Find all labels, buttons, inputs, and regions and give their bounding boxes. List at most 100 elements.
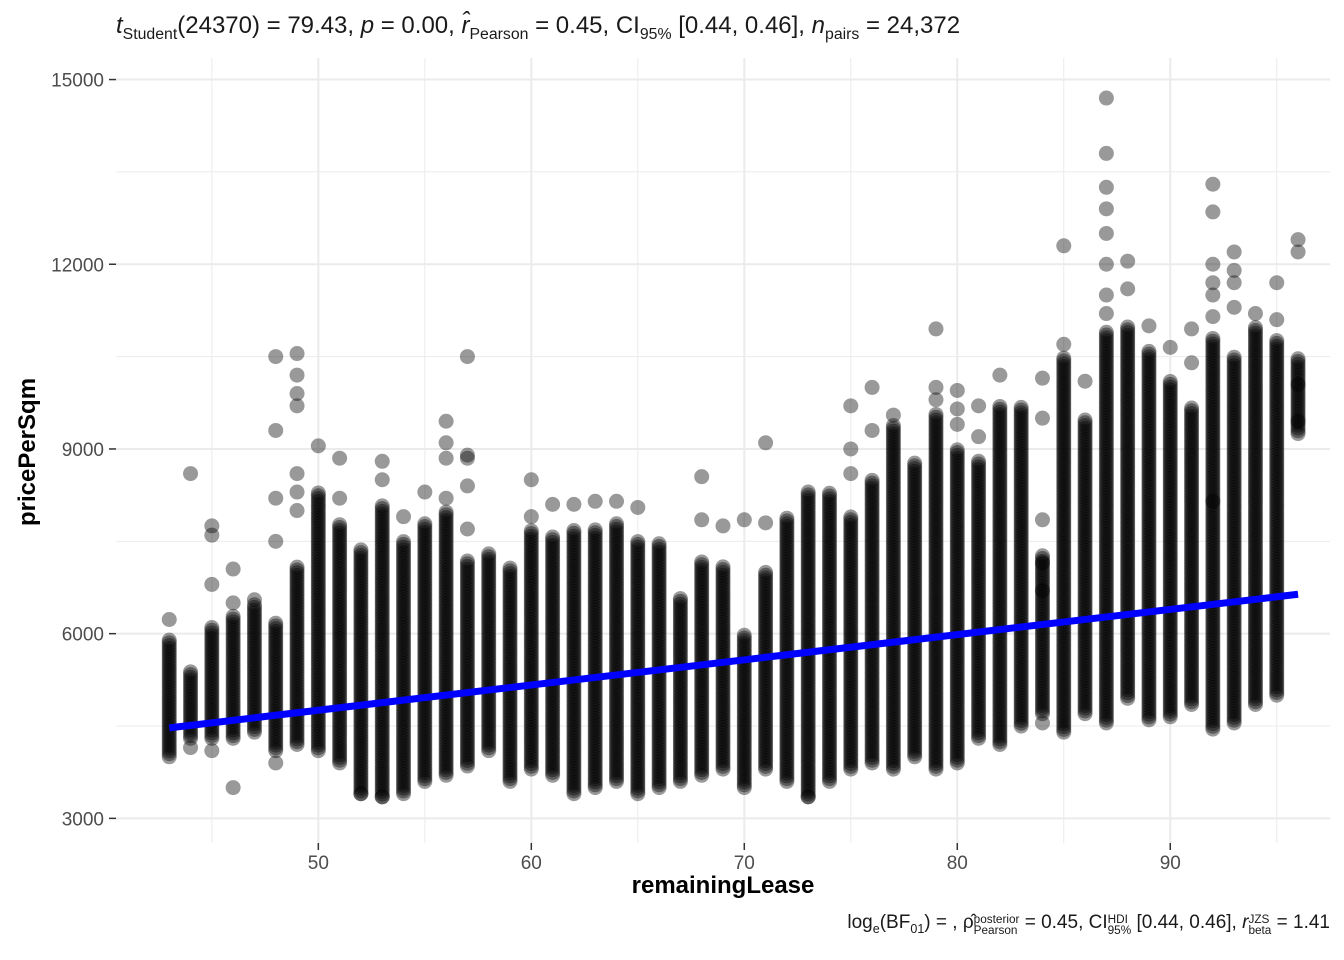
data-point [246,600,262,615]
data-point [396,711,412,727]
data-point-outlier [289,484,305,500]
data-point [353,741,369,757]
data-point [289,609,305,625]
data-point [353,747,369,763]
data-point [310,726,326,742]
data-point [332,755,348,771]
data-point [289,676,305,692]
data-point [246,624,262,640]
data-point-outlier [1098,225,1114,241]
data-point [353,683,369,699]
data-point [204,661,220,677]
data-point [289,565,305,581]
data-point [396,606,412,622]
data-point [246,721,262,737]
data-point [758,564,774,580]
data-point-outlier [1056,336,1072,352]
data-point [225,672,241,688]
data-point [204,728,220,744]
data-point [353,653,369,669]
data-point-outlier [161,612,177,628]
data-point [396,672,412,688]
data-point [374,717,390,733]
data-point [268,682,284,698]
data-point [396,534,412,550]
data-point-outlier [204,518,220,534]
data-point [374,517,390,533]
data-point [396,766,412,782]
data-point [374,556,390,572]
data-point [353,786,369,802]
data-point [417,712,433,728]
data-point [353,644,369,660]
data-point [246,724,262,740]
data-point [374,684,390,700]
data-point [246,605,262,621]
data-point [310,723,326,739]
data-point [992,398,1008,414]
data-point [332,652,348,668]
data-point-outlier [1034,555,1050,571]
data-point [353,639,369,655]
r-subscript: Pearson [469,25,529,43]
data-point [310,496,326,512]
data-point [310,563,326,579]
data-point [310,604,326,620]
data-point [374,786,390,802]
data-point [332,586,348,602]
data-point [1184,400,1200,416]
data-point [949,442,965,458]
data-point [204,669,220,685]
data-point [310,568,326,584]
data-point [396,642,412,658]
data-point [417,760,433,776]
data-point [310,626,326,642]
data-point [438,742,454,758]
data-point [396,777,412,793]
data-point [396,755,412,771]
data-point-outlier [289,386,305,402]
data-point [183,667,199,683]
data-point [310,601,326,617]
data-point [353,664,369,680]
data-point [332,555,348,571]
data-point [310,515,326,531]
data-point-outlier [1226,299,1242,315]
data-point-outlier [289,367,305,383]
data-point [204,667,220,683]
data-point [332,522,348,538]
data-point [268,740,284,756]
data-point [374,667,390,683]
data-point [289,623,305,639]
data-point [289,653,305,669]
data-point [332,580,348,596]
data-point [289,606,305,622]
data-point [332,630,348,646]
data-point [225,680,241,696]
data-point [438,756,454,772]
data-point [332,533,348,549]
data-point [374,526,390,542]
data-point [332,603,348,619]
data-point [417,762,433,778]
data-point [332,553,348,569]
data-point [417,701,433,717]
data-point [332,736,348,752]
data-point [204,639,220,655]
data-point [396,761,412,777]
data-point [353,650,369,666]
data-point-outlier [992,367,1008,383]
data-point [353,617,369,633]
data-point [310,718,326,734]
data-point [417,629,433,645]
data-point-outlier [1205,256,1221,272]
data-point-outlier [949,382,965,398]
data-point [417,530,433,546]
data-point [246,641,262,657]
data-point [225,722,241,738]
data-point-outlier [1120,253,1136,269]
data-point-outlier [204,743,220,759]
data-point [374,728,390,744]
data-point [310,635,326,651]
data-point [417,754,433,770]
